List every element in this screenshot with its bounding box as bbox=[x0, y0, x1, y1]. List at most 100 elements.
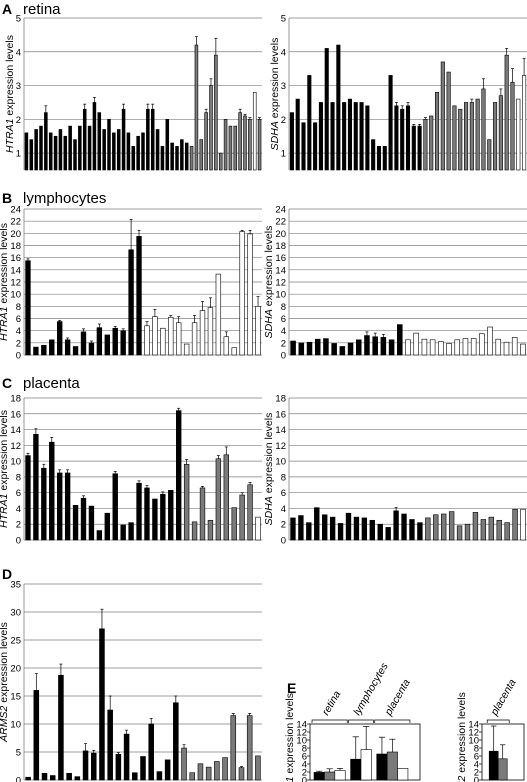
bar bbox=[417, 522, 423, 541]
bar bbox=[318, 102, 323, 171]
bar bbox=[80, 497, 87, 541]
bar bbox=[248, 119, 252, 171]
y-axis-label: HTRA1 expression levels bbox=[284, 693, 296, 782]
y-tick-label: 14 bbox=[275, 425, 286, 436]
bar bbox=[377, 523, 383, 541]
bar bbox=[504, 522, 510, 541]
bar bbox=[324, 48, 329, 171]
bar bbox=[207, 519, 214, 541]
panel-b-letter: B bbox=[2, 190, 12, 206]
y-tick-label: 1 bbox=[281, 149, 286, 160]
bar bbox=[63, 135, 68, 171]
plot-area bbox=[24, 398, 262, 540]
bar bbox=[29, 139, 34, 171]
bar bbox=[488, 516, 494, 541]
chart-d: 0 5 10 15 20 25 30 35 ARMS2 expression levels bbox=[0, 580, 262, 782]
bar bbox=[152, 316, 158, 356]
bar bbox=[355, 339, 362, 356]
y-tick-label: 8 bbox=[16, 302, 21, 313]
bar bbox=[337, 523, 344, 541]
bar bbox=[44, 112, 48, 171]
y-tick-label: 2 bbox=[281, 520, 286, 531]
y-axis-label-gene: ARMS2 bbox=[0, 705, 10, 742]
bar bbox=[512, 508, 518, 541]
y-tick-label: 10 bbox=[275, 457, 286, 468]
bar bbox=[313, 122, 318, 171]
bar bbox=[136, 482, 142, 541]
bar bbox=[290, 517, 296, 541]
group-bracket bbox=[374, 719, 411, 723]
bar bbox=[49, 441, 55, 541]
bar bbox=[353, 102, 358, 171]
y-tick-label: 2 bbox=[474, 768, 479, 779]
panel-c-title: placenta bbox=[23, 375, 80, 392]
bar bbox=[290, 340, 296, 356]
bar bbox=[92, 102, 97, 171]
bar bbox=[522, 75, 527, 171]
bar bbox=[80, 331, 87, 356]
bar bbox=[34, 129, 38, 171]
bar bbox=[475, 98, 480, 171]
bar bbox=[401, 513, 407, 541]
bar bbox=[495, 338, 502, 356]
bar bbox=[429, 115, 434, 171]
y-tick-label: 24 bbox=[10, 205, 21, 216]
bar bbox=[90, 752, 97, 781]
bar bbox=[53, 135, 58, 171]
panel-b-title: lymphocytes bbox=[23, 190, 106, 207]
y-tick-label: 4 bbox=[302, 760, 307, 771]
y-tick-label: 20 bbox=[10, 664, 21, 675]
bar bbox=[64, 339, 71, 356]
panel-e-header: E bbox=[287, 680, 296, 696]
y-tick-label: 0 bbox=[16, 536, 21, 547]
y-tick-label: 4 bbox=[16, 47, 21, 58]
bar bbox=[307, 75, 312, 171]
chart-a_right: 1 2 3 4 5 SDHA expression levels bbox=[269, 14, 527, 171]
bar bbox=[164, 759, 171, 781]
bar bbox=[82, 108, 87, 171]
bar bbox=[160, 146, 165, 171]
y-tick-label: 14 bbox=[275, 265, 286, 276]
bar bbox=[72, 346, 79, 356]
panel-c-letter: C bbox=[2, 375, 12, 391]
bar bbox=[481, 88, 486, 171]
panel-e-letter: E bbox=[287, 680, 296, 696]
y-tick-label: 8 bbox=[281, 472, 286, 483]
y-tick-label: 12 bbox=[10, 441, 21, 452]
bar bbox=[306, 341, 313, 356]
bar bbox=[49, 339, 55, 356]
y-tick-label: 24 bbox=[275, 205, 286, 216]
y-tick-label: 0 bbox=[281, 351, 286, 362]
bar bbox=[41, 344, 47, 356]
bar bbox=[498, 95, 503, 171]
bar bbox=[25, 776, 31, 781]
bar bbox=[469, 102, 474, 171]
y-axis-label-rest: expression levels bbox=[269, 38, 281, 121]
bar bbox=[314, 507, 320, 541]
bar bbox=[215, 273, 222, 356]
bar bbox=[380, 337, 387, 356]
bar bbox=[446, 71, 451, 171]
bar bbox=[57, 321, 63, 356]
bar bbox=[128, 522, 134, 541]
y-axis-label: SDHA expression levels bbox=[263, 226, 275, 339]
bar bbox=[48, 132, 53, 171]
bar bbox=[409, 519, 415, 541]
bar bbox=[205, 766, 212, 781]
y-axis-label-rest: expression levels bbox=[0, 223, 10, 306]
bar bbox=[350, 758, 362, 781]
y-axis-label-gene: HTRA1 bbox=[4, 119, 16, 153]
y-axis-label-gene: SDHA bbox=[263, 309, 275, 338]
bar bbox=[429, 339, 436, 356]
bar bbox=[33, 690, 40, 781]
bar bbox=[96, 530, 103, 541]
y-tick-label: 2 bbox=[281, 338, 286, 349]
y-axis-label-gene: HTRA1 bbox=[0, 494, 10, 528]
y-tick-label: 16 bbox=[10, 253, 21, 264]
y-axis-label-rest: expression levels bbox=[456, 692, 468, 775]
bar bbox=[313, 772, 325, 781]
bar bbox=[334, 770, 346, 781]
bar bbox=[342, 102, 347, 171]
